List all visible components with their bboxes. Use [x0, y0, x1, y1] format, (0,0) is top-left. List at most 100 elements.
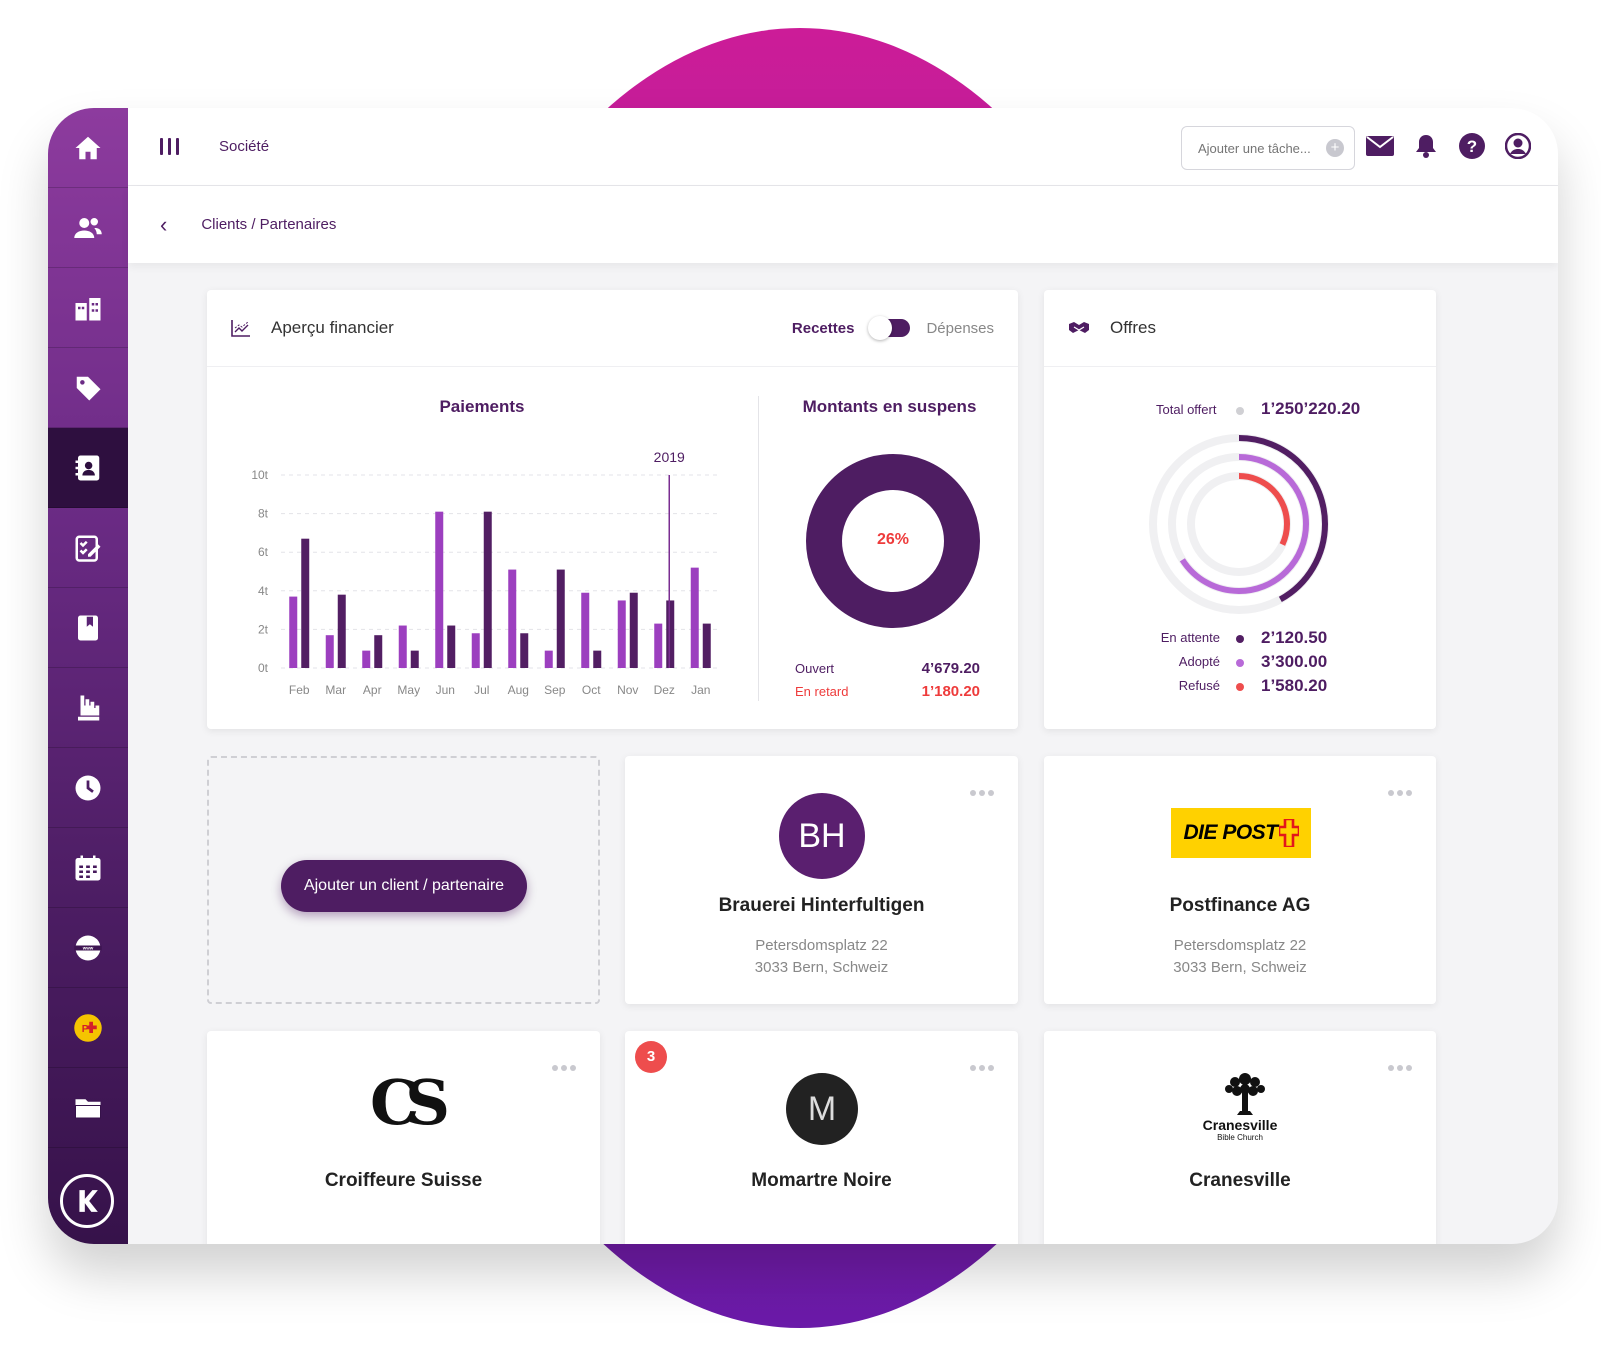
x-tick-label: Mar — [325, 683, 346, 697]
cranesville-logo-text: Cranesville — [1202, 1117, 1278, 1133]
chart-line-icon — [231, 320, 250, 337]
bar[interactable] — [556, 569, 565, 668]
add-client-button[interactable]: Ajouter un client / partenaire — [281, 860, 527, 912]
bell-icon[interactable] — [1412, 132, 1440, 160]
client-address-line2: 3033 Bern, Schweiz — [754, 959, 889, 976]
offers-ring-chart — [1149, 434, 1329, 614]
ring-arc[interactable] — [1188, 473, 1290, 575]
calendar-icon — [75, 855, 101, 880]
notification-badge: 3 — [635, 1041, 667, 1073]
hand-icon — [78, 695, 100, 720]
bar[interactable] — [593, 650, 602, 668]
mail-icon[interactable] — [1366, 132, 1394, 160]
add-task-input[interactable] — [1198, 140, 1318, 156]
ring-arc[interactable] — [1150, 435, 1328, 613]
client-address-line1: Petersdomsplatz 22 — [755, 937, 888, 954]
more-options-icon[interactable] — [1388, 790, 1412, 796]
svg-text:?: ? — [1467, 137, 1477, 156]
bar[interactable] — [629, 592, 638, 668]
sidebar-item-contacts[interactable] — [48, 188, 128, 268]
bar[interactable] — [544, 650, 553, 668]
bar[interactable] — [483, 511, 492, 668]
back-chevron-icon[interactable]: ‹ — [160, 211, 168, 237]
toggle-label-revenue[interactable]: Recettes — [791, 319, 855, 337]
bar[interactable] — [289, 596, 298, 668]
client-logo-bh: BH — [779, 793, 865, 879]
company-menu-label[interactable]: Société — [219, 138, 270, 155]
x-tick-label: Nov — [617, 683, 638, 697]
sidebar-item-book[interactable] — [48, 588, 128, 668]
tree-logo-icon — [1225, 1073, 1265, 1115]
more-options-icon[interactable] — [1388, 1065, 1412, 1071]
sidebar-item-clients[interactable] — [48, 428, 128, 508]
bar[interactable] — [325, 635, 334, 668]
user-icon[interactable] — [1504, 132, 1532, 160]
more-options-icon[interactable] — [970, 1065, 994, 1071]
offer-legend-label: Adopté — [1178, 654, 1220, 669]
bar[interactable] — [301, 538, 310, 668]
sidebar-item-hand[interactable] — [48, 668, 128, 748]
client-card-postfinance[interactable]: DIE POST Postfinance AG Petersdomsplatz … — [1044, 756, 1436, 1004]
sidebar-item-web[interactable]: www — [48, 908, 128, 988]
bar[interactable] — [435, 511, 444, 668]
bar[interactable] — [702, 623, 711, 668]
payments-title: Paiements — [439, 397, 525, 416]
bar[interactable] — [362, 650, 371, 668]
client-card-momartre[interactable]: 3 M Momartre Noire — [625, 1031, 1018, 1244]
sidebar-item-postfinance[interactable]: P — [48, 988, 128, 1068]
add-task-field[interactable]: + — [1181, 126, 1355, 170]
bar[interactable] — [581, 592, 590, 668]
ring-arc[interactable] — [1169, 454, 1309, 594]
folder-icon — [75, 1098, 101, 1118]
postfinance-icon: P — [74, 1013, 102, 1042]
bar[interactable] — [447, 625, 456, 668]
sidebar-item-buildings[interactable] — [48, 268, 128, 348]
more-options-icon[interactable] — [970, 790, 994, 796]
chart-divider — [758, 396, 759, 701]
bar[interactable] — [410, 650, 419, 668]
bar[interactable] — [471, 633, 480, 668]
sidebar-item-tags[interactable] — [48, 348, 128, 428]
app-logo[interactable] — [60, 1174, 114, 1228]
sidebar-item-calendar[interactable] — [48, 828, 128, 908]
tag-icon — [76, 376, 101, 400]
sidebar: www P — [48, 108, 128, 1244]
bar[interactable] — [690, 567, 699, 668]
x-tick-label: Apr — [363, 683, 382, 697]
pending-title: Montants en suspens — [802, 397, 977, 416]
revenue-expense-toggle[interactable] — [868, 316, 911, 340]
bar[interactable] — [520, 633, 529, 668]
pending-percent: 26% — [876, 531, 910, 548]
toggle-label-expenses[interactable]: Dépenses — [926, 319, 994, 337]
bar[interactable] — [337, 594, 346, 668]
x-tick-label: Oct — [582, 683, 601, 697]
sidebar-item-tasks[interactable] — [48, 508, 128, 588]
add-task-plus-icon[interactable]: + — [1326, 139, 1344, 157]
client-name: Momartre Noire — [751, 1170, 892, 1191]
sidebar-item-time[interactable] — [48, 748, 128, 828]
bar[interactable] — [654, 623, 663, 668]
breadcrumb[interactable]: Clients / Partenaires — [201, 216, 337, 233]
bar[interactable] — [508, 569, 517, 668]
bar[interactable] — [398, 625, 407, 668]
address-book-icon — [75, 455, 100, 480]
client-card-croiffeure[interactable]: CS Croiffeure Suisse — [207, 1031, 600, 1244]
offer-legend-label: Refusé — [1178, 678, 1220, 693]
handshake-icon — [1069, 322, 1089, 333]
client-name: Cranesville — [1189, 1170, 1291, 1191]
bar[interactable] — [374, 635, 383, 668]
client-card-cranesville[interactable]: Cranesville Bible Church Cranesville — [1044, 1031, 1436, 1244]
client-card-brauerei[interactable]: BH Brauerei Hinterfultigen Petersdomspla… — [625, 756, 1018, 1004]
sidebar-item-home[interactable] — [48, 108, 128, 188]
offer-legend-dot — [1236, 683, 1244, 691]
offer-legend-value: 1’580.20 — [1261, 676, 1328, 695]
help-icon[interactable]: ? — [1458, 132, 1486, 160]
revenue-expense-switch: Recettes Dépenses — [791, 316, 994, 340]
x-tick-label: Jan — [691, 683, 710, 697]
sidebar-item-files[interactable] — [48, 1068, 128, 1148]
bar[interactable] — [666, 600, 675, 668]
more-options-icon[interactable] — [552, 1065, 576, 1071]
menu-toggle-icon[interactable] — [160, 138, 179, 155]
bar[interactable] — [617, 600, 626, 668]
buildings-icon — [75, 297, 101, 320]
